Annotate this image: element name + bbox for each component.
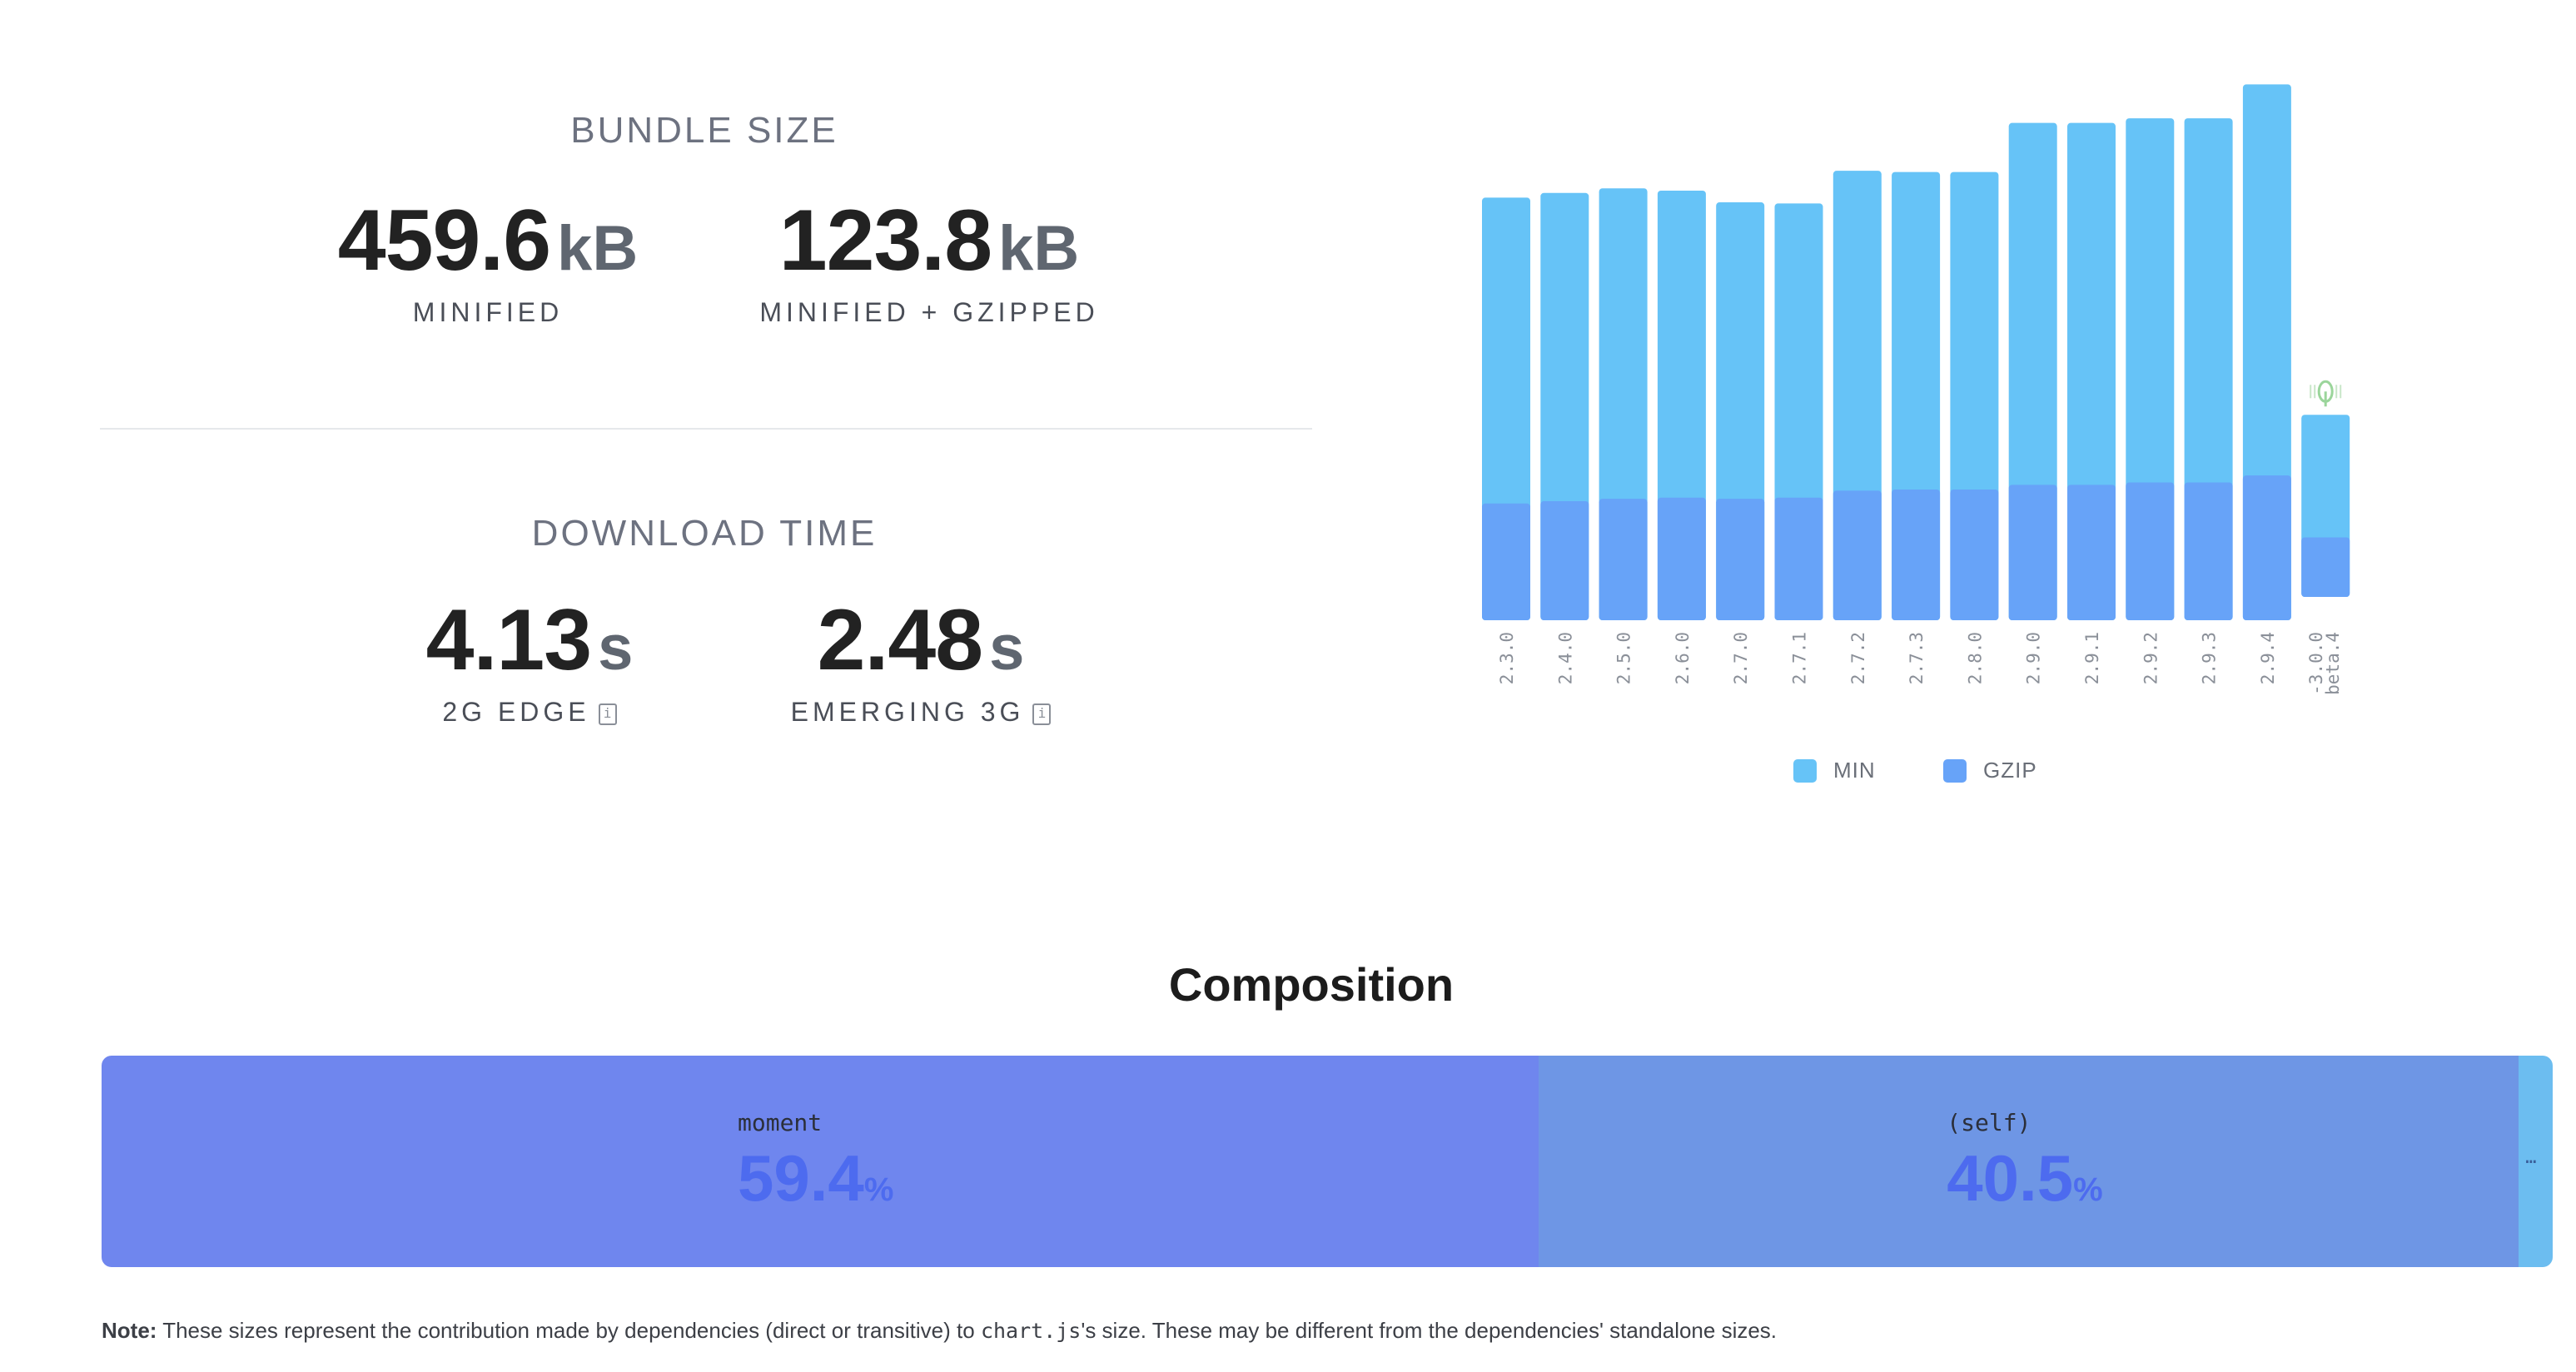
x-tick-label: 2.9.1 <box>2082 632 2102 684</box>
x-tick-label: 2.4.0 <box>1555 632 1575 684</box>
bar-gzip-2.9.3[interactable] <box>2184 482 2233 620</box>
composition-note: Note: These sizes represent the contribu… <box>102 1318 1778 1343</box>
bar-gzip-2.3.0[interactable] <box>1482 503 1530 620</box>
legend-gzip[interactable]: GZIP <box>1943 758 2037 783</box>
x-tick-label: 2.5.0 <box>1614 632 1634 684</box>
bar-gzip-3.0.0-beta.4[interactable] <box>2301 537 2350 597</box>
edge-label: 2G EDGE <box>442 697 590 727</box>
segment-name: (self) <box>1947 1109 2031 1136</box>
emerging-value: 2.48 <box>817 592 983 688</box>
bar-gzip-2.7.3[interactable] <box>1892 489 1941 620</box>
x-tick-label: 2.7.1 <box>1790 632 1810 684</box>
composition-bar: moment 59.4% (self) 40.5% … <box>102 1056 2553 1267</box>
info-icon[interactable]: i <box>598 703 617 725</box>
legend-min-label: MIN <box>1833 758 1876 783</box>
x-tick-label: 2.7.2 <box>1848 632 1868 684</box>
edge-label-row: 2G EDGE i <box>338 697 721 728</box>
gzipped-stat: 123.8 kB MINIFIED + GZIPPED <box>738 191 1121 328</box>
emerging-unit: s <box>989 613 1025 684</box>
x-tick-label: 2.9.4 <box>2258 632 2278 684</box>
gzipped-value: 123.8 <box>778 192 992 289</box>
bar-gzip-2.7.2[interactable] <box>1833 490 1882 620</box>
bar-gzip-2.7.0[interactable] <box>1716 499 1765 620</box>
x-tick-label: beta.4 <box>2323 632 2343 695</box>
info-icon[interactable]: i <box>1032 703 1052 725</box>
emerging-stat: 2.48 s EMERGING 3G i <box>729 591 1112 728</box>
x-tick-label: 2.3.0 <box>1497 632 1517 684</box>
legend-min-swatch <box>1793 758 1817 783</box>
edge-unit: s <box>598 613 634 684</box>
bar-gzip-2.9.1[interactable] <box>2067 485 2116 620</box>
segment-percent: 40.5% <box>1947 1141 2103 1215</box>
gzipped-unit: kB <box>998 213 1080 284</box>
composition-title: Composition <box>1168 958 1455 1011</box>
edge-stat: 4.13 s 2G EDGE i <box>338 591 721 728</box>
download-time-title: DOWNLOAD TIME <box>531 513 878 554</box>
bundle-size-title: BUNDLE SIZE <box>570 110 838 151</box>
bar-gzip-2.9.0[interactable] <box>2008 485 2057 620</box>
minified-unit: kB <box>557 213 639 284</box>
edge-value: 4.13 <box>425 592 592 688</box>
x-tick-label: 2.7.0 <box>1731 632 1751 684</box>
version-size-chart: 2.3.0 2.4.0 2.5.0 2.6.0 2.7.0 2.7.1 2.7.2 2.7.3… <box>1482 84 2350 695</box>
x-tick-label: -3.0.0 <box>2306 632 2326 695</box>
legend-min[interactable]: MIN <box>1793 758 1876 783</box>
bar-gzip-2.9.4[interactable] <box>2242 475 2291 620</box>
bar-gzip-2.6.0[interactable] <box>1657 497 1706 620</box>
section-divider <box>100 428 1312 430</box>
bar-gzip-2.4.0[interactable] <box>1540 500 1589 620</box>
composition-segment-self[interactable]: (self) 40.5% <box>1539 1056 2519 1267</box>
minified-value: 459.6 <box>337 192 551 289</box>
tree-shake-icon <box>2310 380 2342 407</box>
x-tick-label: 2.6.0 <box>1673 632 1693 684</box>
bar-gzip-2.8.0[interactable] <box>1950 489 1999 620</box>
composition-segment-other[interactable]: … <box>2519 1056 2553 1267</box>
legend-gzip-swatch <box>1943 758 1967 783</box>
segment-name: moment <box>738 1109 823 1136</box>
x-tick-label: 2.9.0 <box>2024 632 2044 684</box>
gzipped-label: MINIFIED + GZIPPED <box>759 297 1099 327</box>
segment-ellipsis: … <box>2525 1147 2537 1168</box>
x-tick-label: 2.9.3 <box>2200 632 2220 684</box>
x-tick-label: 2.8.0 <box>1965 632 1985 684</box>
bar-gzip-2.5.0[interactable] <box>1599 499 1648 620</box>
x-tick-label: 2.7.3 <box>1907 632 1927 684</box>
bar-gzip-2.9.2[interactable] <box>2126 482 2175 620</box>
emerging-label: EMERGING 3G <box>790 697 1025 727</box>
segment-percent: 59.4% <box>738 1141 894 1215</box>
x-tick-label: 2.9.2 <box>2141 632 2161 684</box>
bar-gzip-2.7.1[interactable] <box>1774 497 1823 620</box>
minified-label: MINIFIED <box>412 297 564 327</box>
emerging-label-row: EMERGING 3G i <box>729 697 1112 728</box>
legend-gzip-label: GZIP <box>1983 758 2037 783</box>
minified-stat: 459.6 kB MINIFIED <box>296 191 679 328</box>
composition-segment-moment[interactable]: moment 59.4% <box>102 1056 1539 1267</box>
